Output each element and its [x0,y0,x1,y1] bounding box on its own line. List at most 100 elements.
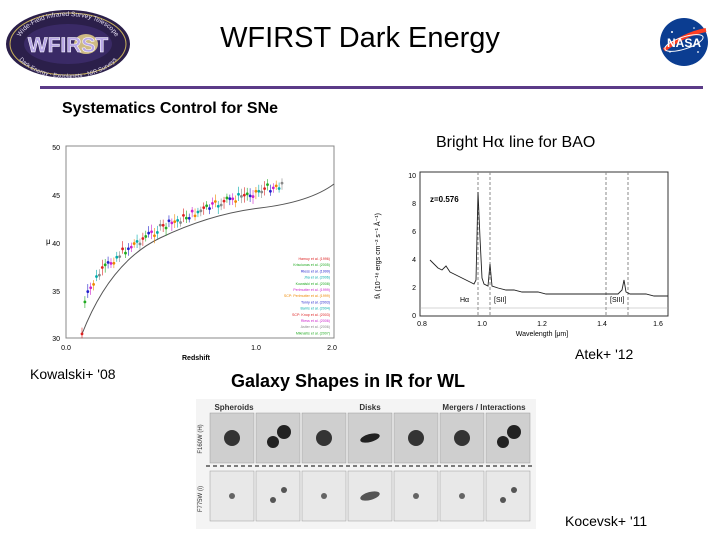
sn-point [196,210,200,214]
galaxy-blob [281,487,287,493]
sn-point [274,184,278,188]
sn-point [237,192,240,196]
wfirst-logo: Wide-Field Infrared Survey Telescope Dar… [6,10,130,78]
sn-point [150,230,153,234]
galaxy-cutouts [209,412,531,522]
sn-point [245,192,249,196]
spec-xtick-1.2: 1.2 [537,321,547,328]
sn-point [280,181,284,185]
legend-entry: Tonry et al. (2003) [301,300,330,304]
sn-point [260,190,264,194]
nasa-logo: NASA [660,18,708,66]
spec-ytick-8: 8 [412,201,416,208]
sn-point [106,260,110,264]
spec-ytick-6: 6 [412,229,416,236]
sn-point [248,194,252,198]
col-label-spheroids: Spheroids [214,403,254,412]
ytick-40: 40 [52,241,60,248]
page-title: WFIRST Dark Energy [220,22,500,54]
header-divider [40,86,703,89]
citation-kowalski: Kowalski+ '08 [30,366,116,382]
sn-point [271,186,275,190]
spec-xtick-1.0: 1.0 [477,321,487,328]
sn-point [251,195,255,198]
galaxy-blob [454,430,470,446]
sii-line-label: [SII] [494,297,507,304]
sn-point [170,221,174,225]
sn-point [173,220,177,224]
sn-point [187,216,191,220]
xtick-2: 2.0 [327,345,337,352]
galaxy-blob [500,497,506,503]
sn-point [213,200,217,203]
sn-point [231,197,235,201]
sn-point [228,197,232,201]
galaxy-blob [360,491,380,501]
galaxy-blob [321,493,327,499]
sn-point [103,263,107,267]
sn-point [182,213,185,217]
ytick-35: 35 [52,289,60,296]
bao-heading-alpha: α [493,132,505,151]
spectrum-xlabel: Wavelength [μm] [516,331,568,338]
hubble-diagram-figure: 50 45 40 35 30 μ 0.0 1.0 2.0 Redshift Ha… [46,145,337,362]
col-label-mergers: Mergers / Interactions [442,403,526,412]
galaxy-cutout [255,412,301,464]
xtick-1: 1.0 [251,345,261,352]
spec-ytick-10: 10 [408,173,416,180]
halpha-spectrum-figure: fλ (10⁻¹⁸ ergs cm⁻² s⁻¹ Å⁻¹) 10 8 6 4 2 … [373,171,669,338]
wl-heading: Galaxy Shapes in IR for WL [231,371,466,391]
sn-point [109,261,113,265]
sn-point [254,189,258,193]
legend-entry: Barris et al. (2004) [300,307,330,311]
halpha-line-label: Hα [460,297,469,304]
sn-point [144,235,148,238]
sn-point [242,193,246,197]
sn-point [141,237,145,240]
logo-wordmark: WFIRST [28,34,109,57]
sn-point [167,219,171,223]
legend-entry: Riess et al. (1999) [301,269,330,273]
sn-point [234,200,238,203]
bao-heading-pre: Bright H [436,134,494,151]
citation-kocevsk: Kocevsk+ '11 [565,513,648,529]
galaxy-blob [316,430,332,446]
sn-point [205,204,209,208]
legend-entry: Astier et al. (2006) [301,325,330,329]
galaxy-blob [497,436,509,448]
sn-point [92,283,95,286]
spectrum-trace [429,191,668,297]
galaxy-blob [413,493,419,499]
galaxy-blob [277,425,291,439]
sn-point [225,196,229,200]
galaxy-blob [267,436,279,448]
sn-point [179,221,182,224]
galaxy-cutout [485,470,531,522]
legend-entry: Perlmutter et al. (1999) [293,288,330,292]
sn-point [129,245,133,249]
sn-point [86,290,90,293]
sne-heading: Systematics Control for SNe [62,100,279,117]
galaxy-cutout [255,470,301,522]
sn-point [124,251,127,255]
redshift-label: z=0.576 [430,195,459,204]
citation-atek: Atek+ '12 [575,346,634,362]
sn-point [135,240,139,243]
galaxy-icon [74,34,98,54]
sn-point [190,209,194,213]
sn-point [83,300,87,304]
galaxy-blob [224,430,240,446]
galaxy-cutout [485,412,531,464]
sn-point [161,223,165,227]
sn-point [263,187,267,191]
sn-point [269,189,272,193]
sn-point [97,273,101,277]
sn-point [132,242,136,245]
sn-point [89,286,93,290]
sn-point [199,209,203,213]
sn-point [176,219,180,222]
legend-entry: Riess et al. (2006) [301,319,330,323]
sn-point [211,201,214,205]
sn-point [115,255,119,259]
sn-point [193,214,197,218]
